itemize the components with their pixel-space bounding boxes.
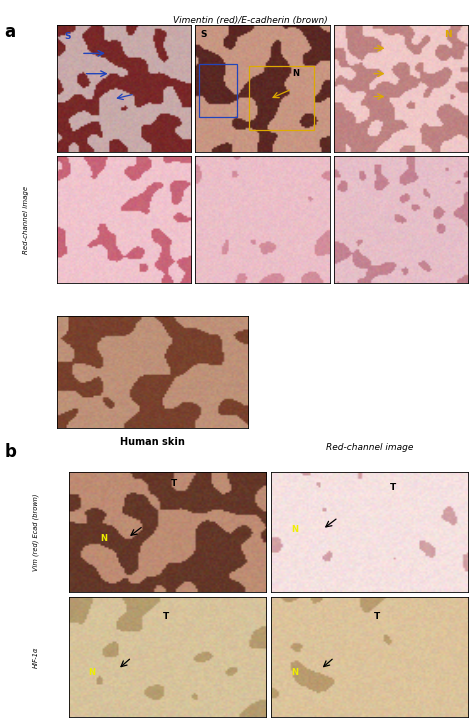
Text: N: N <box>292 69 299 78</box>
Text: T: T <box>163 612 169 621</box>
Text: N: N <box>291 669 298 677</box>
Text: N: N <box>88 669 95 677</box>
Text: b: b <box>5 443 17 461</box>
Text: N: N <box>444 30 452 39</box>
Text: N: N <box>100 534 107 543</box>
Text: T: T <box>171 479 177 489</box>
Text: Red-channel image: Red-channel image <box>23 186 29 253</box>
Text: Red-channel image: Red-channel image <box>326 443 413 452</box>
Bar <box>199 63 237 117</box>
Text: T: T <box>374 612 380 621</box>
Text: a: a <box>5 23 16 41</box>
Text: N: N <box>291 525 298 534</box>
Text: Vimentin (red)/E-cadherin (brown): Vimentin (red)/E-cadherin (brown) <box>173 16 328 25</box>
Bar <box>249 66 314 129</box>
Text: T: T <box>389 483 396 492</box>
Text: S: S <box>201 30 207 39</box>
Text: S: S <box>65 32 71 41</box>
Text: HIF-1α: HIF-1α <box>33 647 38 668</box>
Text: Vim (red) Ecad (brown): Vim (red) Ecad (brown) <box>32 493 39 571</box>
Text: Human skin: Human skin <box>120 437 185 447</box>
